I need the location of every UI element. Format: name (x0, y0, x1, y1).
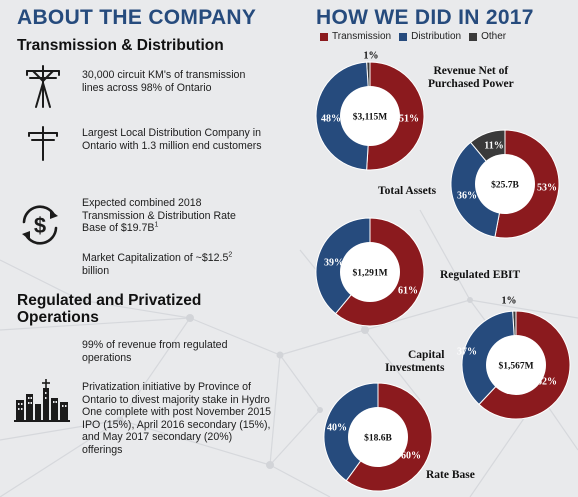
donut-revenue: $3,115M 51% 48% 1% (315, 51, 425, 171)
chart-title-ebit: Regulated EBIT (440, 269, 521, 281)
slice-label-capital-distribution: 37% (457, 347, 477, 358)
slice-label-capital-other: 1% (502, 296, 517, 307)
legend-label-distribution: Distribution (411, 31, 462, 42)
dollar-cycle-icon: $ (16, 202, 64, 248)
regulated-revenue-text: 99% of revenue from regulated operations (82, 339, 228, 364)
slice-label-total-assets-distribution: 36% (457, 191, 477, 202)
slice-label-revenue-other: 1% (364, 51, 379, 62)
center-label-capital: $1,567M (498, 361, 533, 372)
slice-label-total-assets-transmission: 53% (537, 183, 557, 194)
about-company-heading: ABOUT THE COMPANY (17, 6, 257, 29)
slice-label-total-assets-other: 11% (484, 141, 503, 152)
donut-ebit: $1,291M 61% 39% (315, 217, 425, 327)
how-we-did-heading: HOW WE DID IN 2017 (316, 6, 534, 29)
legend-label-transmission: Transmission (332, 31, 392, 42)
transmission-lines-text: 30,000 circuit KM's of transmission line… (82, 69, 246, 94)
legend-swatch-distribution (399, 32, 408, 41)
slice-label-rate-base-distribution: 40% (327, 423, 347, 434)
transmission-tower-icon (24, 63, 62, 109)
legend-label-other: Other (481, 31, 507, 42)
donut-hole-total-assets (475, 154, 535, 214)
chart-legend: Transmission Distribution Other (320, 31, 514, 42)
privatization-text: Privatization initiative by Province of … (82, 381, 272, 456)
regulated-operations-title: Regulated and Privatized Operations (17, 292, 202, 326)
transmission-distribution-title: Transmission & Distribution (17, 37, 224, 54)
market-cap-text-after: billion (82, 264, 110, 277)
donut-hole-rate-base (348, 407, 408, 467)
center-label-rate-base: $18.6B (364, 433, 392, 444)
legend-swatch-other (469, 32, 478, 41)
rate-base-text: Expected combined 2018 Transmission & Di… (82, 197, 262, 235)
donut-capital: $1,567M 62% 37% 1% (457, 296, 571, 420)
market-cap-footnote: 2 (228, 251, 233, 259)
chart-title-rate-base: Rate Base (426, 469, 475, 481)
center-label-revenue: $3,115M (353, 112, 388, 123)
utility-pole-icon (26, 125, 60, 161)
market-cap-text: Market Capitalization of ~$12.52 billion (82, 251, 262, 277)
center-label-ebit: $1,291M (352, 268, 387, 279)
center-label-total-assets: $25.7B (491, 180, 519, 191)
legend-item-other: Other (469, 31, 506, 42)
slice-label-ebit-distribution: 39% (324, 258, 344, 269)
city-skyline-icon (14, 378, 70, 422)
legend-swatch-transmission (320, 32, 328, 41)
legend-item-transmission: Transmission (320, 31, 391, 42)
chart-title-revenue: Revenue Net of Purchased Power (428, 65, 514, 90)
rate-base-text-main: Expected combined 2018 Transmission & Di… (82, 197, 236, 235)
distribution-company-text: Largest Local Distribution Company in On… (82, 127, 262, 152)
donut-hole-revenue (340, 86, 400, 146)
slice-label-revenue-transmission: 51% (399, 114, 419, 125)
donut-rate-base: $18.6B 60% 40% (323, 382, 433, 492)
rate-base-footnote: 1 (154, 221, 159, 229)
market-cap-text-main: Market Capitalization of ~$12.5 (82, 252, 229, 264)
chart-title-capital: Capital Investments (385, 349, 445, 374)
chart-title-total-assets: Total Assets (378, 185, 437, 197)
donut-hole-capital (486, 335, 546, 395)
legend-item-distribution: Distribution (399, 31, 461, 42)
slice-label-revenue-distribution: 48% (321, 114, 341, 125)
donut-hole-ebit (340, 242, 400, 302)
slice-label-rate-base-transmission: 60% (401, 451, 421, 462)
svg-text:$: $ (34, 213, 46, 238)
slice-label-capital-transmission: 62% (537, 377, 557, 388)
slice-label-ebit-transmission: 61% (398, 286, 418, 297)
donut-total-assets: $25.7B 53% 36% 11% (450, 129, 560, 239)
